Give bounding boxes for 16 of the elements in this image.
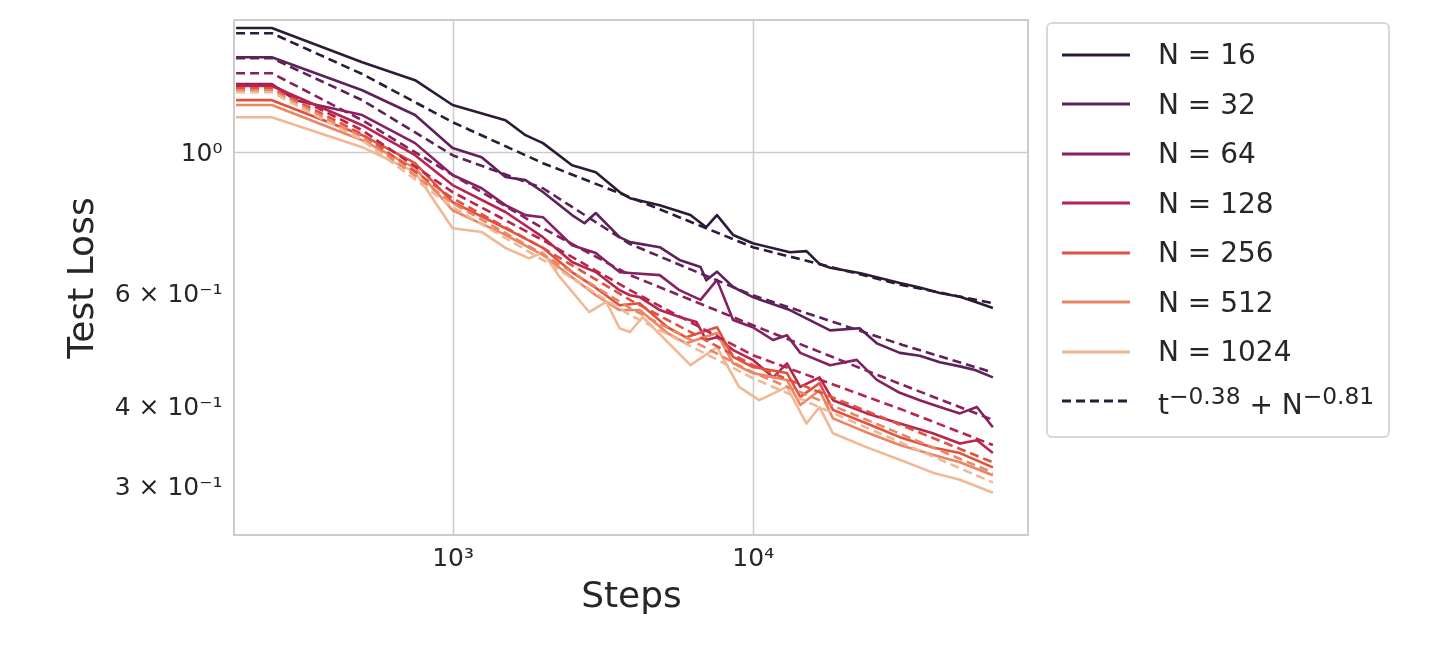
y-tick-label: 10⁰ [180,137,223,167]
x-tick-label: 10⁴ [732,542,775,572]
y-tick-label: 3 × 10⁻¹ [114,471,223,501]
legend-label: N = 64 [1158,137,1256,171]
y-axis-title: Test Loss [59,197,101,360]
legend-label: N = 32 [1158,87,1256,121]
x-tick-label: 10³ [432,542,474,572]
legend-label: N = 256 [1158,236,1274,270]
y-tick-label: 4 × 10⁻¹ [114,391,223,421]
legend-label: N = 512 [1158,285,1274,319]
legend-label: t$^{−0.38}$ + N$^{−0.81}$ [1158,381,1375,421]
legend-label: N = 16 [1158,38,1256,72]
y-tick-label: 6 × 10⁻¹ [114,279,223,309]
legend-label: N = 128 [1158,186,1274,220]
x-axis-title: Steps [581,573,682,615]
legend-label: N = 1024 [1158,335,1292,369]
